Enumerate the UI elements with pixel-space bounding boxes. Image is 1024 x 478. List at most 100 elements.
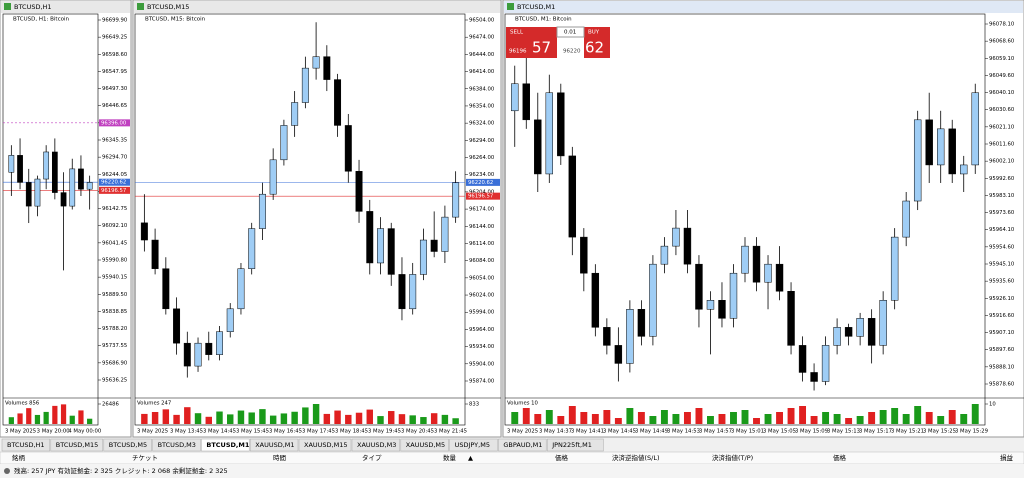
volume-bar	[452, 418, 459, 424]
chart-tab-label: XAUUSD,M15	[304, 441, 348, 449]
buy-label: BUY	[588, 30, 600, 36]
column-label: 価格	[833, 453, 847, 462]
y-tick-label: 96294.00	[469, 138, 495, 144]
volume-bar	[398, 414, 406, 424]
y-tick-label: 96598.60	[102, 52, 128, 58]
chart-tab[interactable]	[298, 438, 352, 452]
candle-body	[729, 272, 738, 319]
title-bar[interactable]	[504, 1, 1023, 13]
volume-bar	[17, 413, 23, 424]
y-tick-label: 95897.60	[989, 347, 1015, 353]
candle-body	[672, 227, 680, 247]
price-tag-label: 96196.57	[468, 194, 493, 200]
chart-tab[interactable]	[351, 438, 401, 452]
title-bar[interactable]	[134, 1, 500, 13]
y-tick-label: 96504.00	[469, 18, 495, 24]
price-tag	[466, 178, 500, 186]
volume-bar	[141, 413, 148, 424]
y-tick-label: 96092.10	[102, 223, 128, 229]
y-tick-label: 96040.10	[989, 90, 1015, 96]
x-tick-label: 3 May 13:45	[170, 429, 203, 435]
sell-button[interactable]	[506, 27, 557, 58]
y-tick-label: 95964.00	[469, 327, 495, 333]
chart-tab[interactable]	[400, 438, 449, 452]
candle-body	[890, 236, 899, 301]
y-tick-label: 96030.60	[989, 107, 1015, 113]
window-title: BTCUSD,M1	[517, 3, 555, 11]
y-tick-label: 96497.30	[102, 86, 128, 92]
y-tick-label: 95838.85	[102, 309, 127, 315]
candle-body	[511, 83, 519, 112]
candle-body	[312, 56, 320, 69]
volume-bar	[291, 411, 298, 424]
chart-area	[504, 13, 986, 426]
chart-tab[interactable]	[249, 438, 299, 452]
chart-tab[interactable]	[201, 438, 250, 452]
candle-body	[856, 318, 864, 337]
candle-body	[17, 155, 23, 183]
y-tick-label: 96041.45	[102, 240, 127, 246]
x-tick-label: 3 May 20:00	[37, 429, 71, 435]
candle-body	[355, 171, 363, 212]
chart-tab[interactable]	[498, 438, 547, 452]
chart-tab[interactable]	[50, 438, 104, 452]
window-icon	[507, 3, 514, 10]
chart-tab-label: XAUUSD,M1	[255, 441, 294, 449]
sell-label: SELL	[510, 30, 524, 36]
candle-body	[51, 151, 58, 193]
price-tag	[99, 186, 130, 194]
chart-tab[interactable]	[103, 438, 152, 452]
volume-max-label: 833	[469, 402, 479, 408]
y-tick-label: 95934.00	[469, 344, 495, 350]
x-tick-label: 3 May 15:13	[827, 429, 860, 435]
candle-body	[937, 128, 945, 166]
volume-bar	[151, 411, 159, 424]
x-tick-label: 3 May 15:01	[731, 429, 764, 435]
y-tick-label: 96144.00	[469, 224, 495, 230]
volume-bar	[323, 413, 331, 424]
buy-price-big: 62	[585, 39, 604, 57]
volume-bar	[162, 409, 170, 424]
chart-tab[interactable]	[152, 438, 201, 452]
volume-label: Volumes 10	[507, 401, 539, 407]
volume-bar	[78, 410, 84, 424]
y-tick-label: 96444.00	[469, 52, 495, 58]
candle-body	[151, 239, 159, 269]
title-bar[interactable]	[1, 1, 130, 13]
buy-button[interactable]	[584, 27, 610, 58]
candle-body	[741, 245, 749, 274]
chart-tab[interactable]	[1, 438, 51, 452]
candle-body	[419, 239, 427, 275]
volume-bar	[557, 416, 565, 424]
chart-tab[interactable]	[449, 438, 498, 452]
y-tick-label: 96002.10	[989, 159, 1015, 165]
y-tick-label: 96384.00	[469, 86, 495, 92]
column-label: ▲	[468, 454, 473, 462]
volume-bar	[603, 410, 611, 424]
y-tick-label: 96024.00	[469, 293, 495, 299]
column-label: 価格	[555, 453, 569, 462]
window-icon	[4, 3, 11, 10]
x-tick-label: 4 May 00:00	[68, 429, 102, 435]
volume-bar	[810, 416, 818, 424]
column-label: 決済指値(T/P)	[712, 453, 753, 462]
volume-bar	[87, 418, 93, 424]
volume-bar	[902, 414, 910, 424]
candle-body	[902, 200, 910, 238]
candle-body	[194, 342, 202, 367]
volume-bar	[345, 414, 352, 424]
y-tick-label: 96547.95	[102, 69, 127, 75]
y-tick-label: 96054.00	[469, 275, 495, 281]
price-tag	[466, 192, 500, 200]
chart-tab-label: BTCUSD,M5	[109, 441, 147, 449]
chart-tab[interactable]	[546, 438, 604, 452]
volume-bar	[845, 418, 853, 424]
candle-body	[366, 211, 374, 264]
volume-bar	[637, 412, 645, 424]
volume-bar	[366, 409, 373, 424]
price-tag-label: 96396.00	[101, 120, 127, 126]
y-tick-label: 95992.60	[989, 176, 1015, 182]
lot-field[interactable]	[556, 26, 585, 38]
x-tick-label: 3 May 2025	[5, 429, 36, 435]
